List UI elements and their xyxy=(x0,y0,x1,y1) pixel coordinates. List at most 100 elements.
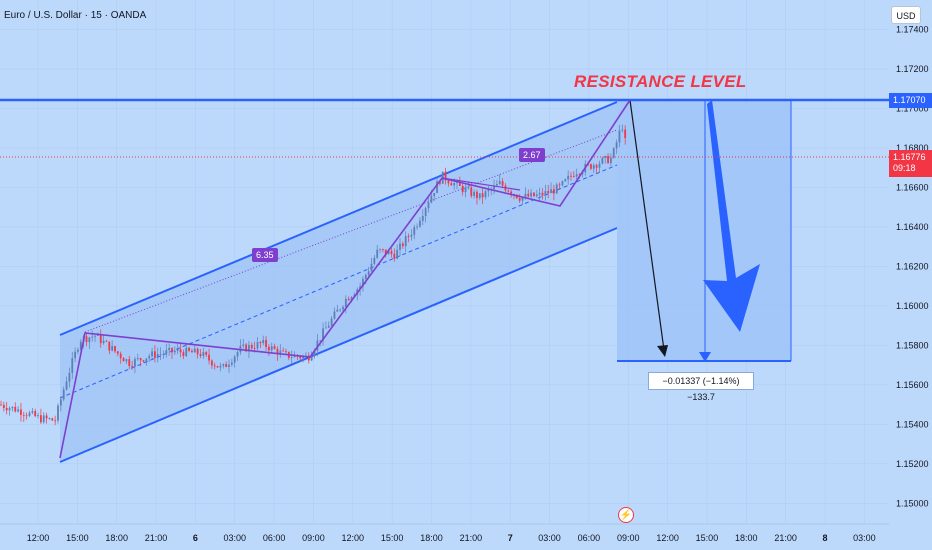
x-tick-label: 12:00 xyxy=(656,533,679,543)
candle-body xyxy=(544,191,547,196)
candle-body xyxy=(430,195,433,203)
y-tick-label: 1.16600 xyxy=(896,182,929,192)
candle-body xyxy=(524,193,527,198)
y-tick-label: 1.16000 xyxy=(896,301,929,311)
candle-body xyxy=(382,249,384,250)
candle-body xyxy=(367,271,370,276)
candle-body xyxy=(570,175,572,177)
x-tick-label: 18:00 xyxy=(420,533,443,543)
candle-body xyxy=(94,335,96,337)
candle-body xyxy=(433,193,436,196)
candle-body xyxy=(390,251,393,254)
candle-body xyxy=(282,350,285,352)
candle-body xyxy=(538,192,541,195)
candle-body xyxy=(256,342,259,349)
candle-body xyxy=(222,364,225,366)
candle-body xyxy=(31,411,34,413)
candle-body xyxy=(242,344,245,346)
candle-body xyxy=(79,341,82,350)
candle-body xyxy=(373,257,376,264)
y-tick-label: 1.16400 xyxy=(896,222,929,232)
candle-body xyxy=(102,340,105,344)
resistance-price-tag: 1.17070 xyxy=(889,93,932,108)
candle-body xyxy=(567,175,570,180)
candle-body xyxy=(259,342,262,344)
candle-body xyxy=(487,189,490,192)
candle-body xyxy=(145,358,148,362)
candle-body xyxy=(105,340,108,342)
candle-body xyxy=(498,181,501,185)
candle-body xyxy=(139,358,142,361)
candle-body xyxy=(535,194,538,197)
candle-body xyxy=(302,356,304,359)
candle-body xyxy=(347,298,350,301)
candle-body xyxy=(458,181,461,186)
candle-body xyxy=(57,405,59,421)
candle-body xyxy=(216,366,219,368)
candle-body xyxy=(307,355,310,361)
candle-body xyxy=(188,347,190,351)
last-price-value: 1.16776 xyxy=(893,152,926,162)
candle-body xyxy=(561,181,564,186)
candle-body xyxy=(68,372,71,382)
candle-body xyxy=(478,193,481,199)
x-tick-label: 03:00 xyxy=(853,533,876,543)
candle-body xyxy=(507,190,510,192)
x-tick-label: 09:00 xyxy=(617,533,640,543)
candle-body xyxy=(473,191,475,196)
candle-body xyxy=(28,412,31,416)
candle-body xyxy=(233,356,236,363)
candle-body xyxy=(191,350,193,353)
candle-body xyxy=(165,350,168,354)
big-down-arrow-icon xyxy=(703,100,760,332)
candle-body xyxy=(88,337,91,343)
countdown: 09:18 xyxy=(893,163,916,173)
x-tick-label: 15:00 xyxy=(381,533,404,543)
candle-body xyxy=(42,415,45,423)
candle-body xyxy=(595,165,598,168)
candle-body xyxy=(213,365,216,367)
projection-box xyxy=(617,99,792,362)
candle-body xyxy=(196,348,199,355)
x-tick-label: 12:00 xyxy=(342,533,365,543)
candle-body xyxy=(416,226,418,228)
candle-body xyxy=(91,336,94,338)
lightning-icon[interactable]: ⚡ xyxy=(618,507,634,523)
candle-body xyxy=(575,174,578,177)
candle-body xyxy=(547,191,550,194)
candle-body xyxy=(313,350,316,356)
candle-body xyxy=(558,184,561,186)
candle-body xyxy=(142,360,145,362)
candle-body xyxy=(54,420,57,422)
candle-body xyxy=(439,181,441,184)
candles xyxy=(0,124,627,426)
candle-body xyxy=(20,409,22,415)
candle-body xyxy=(624,129,627,138)
y-tick-label: 1.15200 xyxy=(896,459,929,469)
candle-body xyxy=(330,318,333,326)
currency-button[interactable]: USD xyxy=(891,6,921,24)
candle-body xyxy=(407,236,410,238)
candle-body xyxy=(461,185,464,193)
candle-body xyxy=(436,181,438,194)
candle-body xyxy=(136,358,139,360)
candle-body xyxy=(476,191,478,199)
candle-body xyxy=(0,404,2,406)
x-tick-label: 21:00 xyxy=(460,533,483,543)
candle-body xyxy=(228,364,230,367)
x-tick-label: 7 xyxy=(508,533,513,543)
candle-body xyxy=(322,328,324,341)
candle-body xyxy=(154,351,156,358)
candle-body xyxy=(527,193,530,197)
x-tick-label: 03:00 xyxy=(538,533,561,543)
candle-body xyxy=(99,334,102,344)
candle-body xyxy=(510,191,513,195)
x-tick-label: 8 xyxy=(822,533,827,543)
candle-body xyxy=(111,346,114,351)
candle-body xyxy=(610,157,612,164)
candle-body xyxy=(77,349,79,352)
candle-body xyxy=(399,243,401,250)
candle-body xyxy=(310,355,313,361)
candle-body xyxy=(350,297,353,301)
